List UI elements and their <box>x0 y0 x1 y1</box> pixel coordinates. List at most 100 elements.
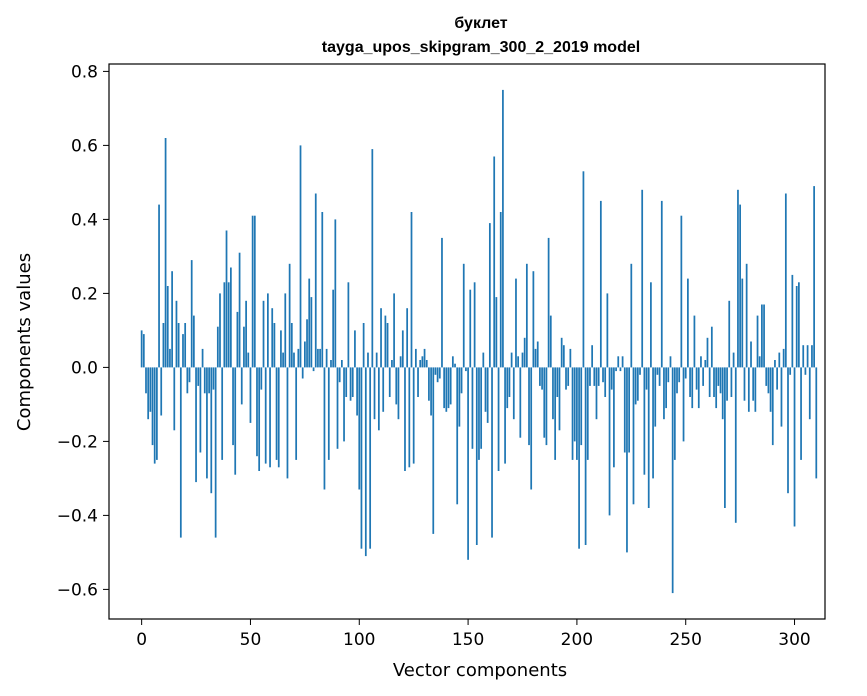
bar-147 <box>460 367 463 394</box>
bar-124 <box>410 212 413 368</box>
bar-293 <box>778 352 781 368</box>
bar-112 <box>384 315 387 368</box>
bar-11 <box>164 138 167 368</box>
y-tick-label: 0.0 <box>71 358 98 378</box>
bar-48 <box>245 300 247 368</box>
bar-19 <box>182 334 184 368</box>
bar-2 <box>145 367 147 394</box>
bar-224 <box>628 367 630 453</box>
bar-227 <box>634 367 637 405</box>
bar-30 <box>206 367 208 479</box>
bar-215 <box>608 367 611 516</box>
bar-4 <box>149 367 152 412</box>
bar-202 <box>580 367 583 446</box>
bar-186 <box>545 367 548 446</box>
bar-197 <box>569 348 572 368</box>
bar-175 <box>521 352 524 368</box>
bar-5 <box>151 367 154 446</box>
bar-248 <box>680 215 683 368</box>
bar-69 <box>290 323 293 368</box>
bar-242 <box>667 367 670 383</box>
bar-270 <box>728 300 731 368</box>
bar-218 <box>615 367 617 372</box>
bar-269 <box>726 367 728 401</box>
bar-37 <box>221 367 224 460</box>
bar-39 <box>225 230 228 368</box>
bar-310 <box>815 367 818 479</box>
y-axis-ticks: −0.6 −0.4 −0.2 0.0 0.2 0.4 0.6 0.8 <box>57 62 109 600</box>
x-axis-label: Vector components <box>393 660 567 681</box>
bar-95 <box>347 282 350 368</box>
bar-142 <box>449 367 452 405</box>
bar-13 <box>169 348 171 368</box>
bars-group <box>140 89 818 594</box>
bar-102 <box>362 323 365 368</box>
bar-295 <box>782 348 785 368</box>
bar-277 <box>743 367 746 401</box>
bar-287 <box>765 367 768 386</box>
bar-156 <box>480 367 483 449</box>
bar-118 <box>397 367 400 420</box>
bar-55 <box>260 367 263 390</box>
bar-45 <box>238 252 241 368</box>
bar-241 <box>665 367 667 409</box>
bar-125 <box>412 367 415 464</box>
bar-38 <box>223 282 226 368</box>
bar-106 <box>371 149 374 368</box>
bar-50 <box>249 367 252 423</box>
bar-91 <box>338 367 341 383</box>
bar-126 <box>414 348 417 368</box>
bar-146 <box>458 367 461 427</box>
bar-235 <box>652 367 654 479</box>
bar-63 <box>277 367 280 468</box>
bar-94 <box>345 367 348 397</box>
bar-189 <box>552 367 554 420</box>
bar-263 <box>713 367 715 397</box>
bar-33 <box>212 367 215 390</box>
bar-290 <box>771 367 774 446</box>
bar-222 <box>623 367 626 453</box>
bar-92 <box>340 360 343 368</box>
bar-233 <box>647 367 650 508</box>
bar-173 <box>517 356 520 368</box>
bar-72 <box>297 348 300 368</box>
bar-34 <box>214 367 217 538</box>
bar-262 <box>710 326 713 368</box>
bar-83 <box>321 212 324 368</box>
bar-134 <box>432 367 435 534</box>
bar-306 <box>806 345 809 368</box>
bar-46 <box>240 367 243 405</box>
bar-266 <box>719 367 722 394</box>
bar-32 <box>210 367 213 494</box>
bar-183 <box>539 367 541 386</box>
bar-138 <box>441 237 443 368</box>
bar-74 <box>301 367 304 379</box>
bar-140 <box>445 367 448 412</box>
bar-3 <box>147 367 150 420</box>
bar-27 <box>199 367 202 453</box>
bar-117 <box>395 367 398 405</box>
bar-291 <box>774 360 776 368</box>
bar-244 <box>671 367 674 594</box>
bar-152 <box>471 367 474 449</box>
bar-16 <box>175 300 178 368</box>
bar-211 <box>599 200 602 368</box>
bar-208 <box>593 367 596 386</box>
bar-47 <box>243 326 245 368</box>
bar-59 <box>269 367 271 468</box>
bar-285 <box>761 304 763 368</box>
bar-22 <box>188 367 191 383</box>
bar-296 <box>784 193 787 368</box>
bar-121 <box>404 367 406 471</box>
bar-144 <box>454 363 456 368</box>
bar-276 <box>741 278 744 368</box>
bar-299 <box>791 274 794 368</box>
bar-201 <box>578 367 580 549</box>
bar-120 <box>401 330 404 368</box>
bar-35 <box>216 326 219 368</box>
bar-206 <box>589 367 591 386</box>
bar-28 <box>201 348 204 368</box>
bar-60 <box>271 308 274 368</box>
bar-267 <box>721 367 724 420</box>
bar-113 <box>386 323 389 368</box>
